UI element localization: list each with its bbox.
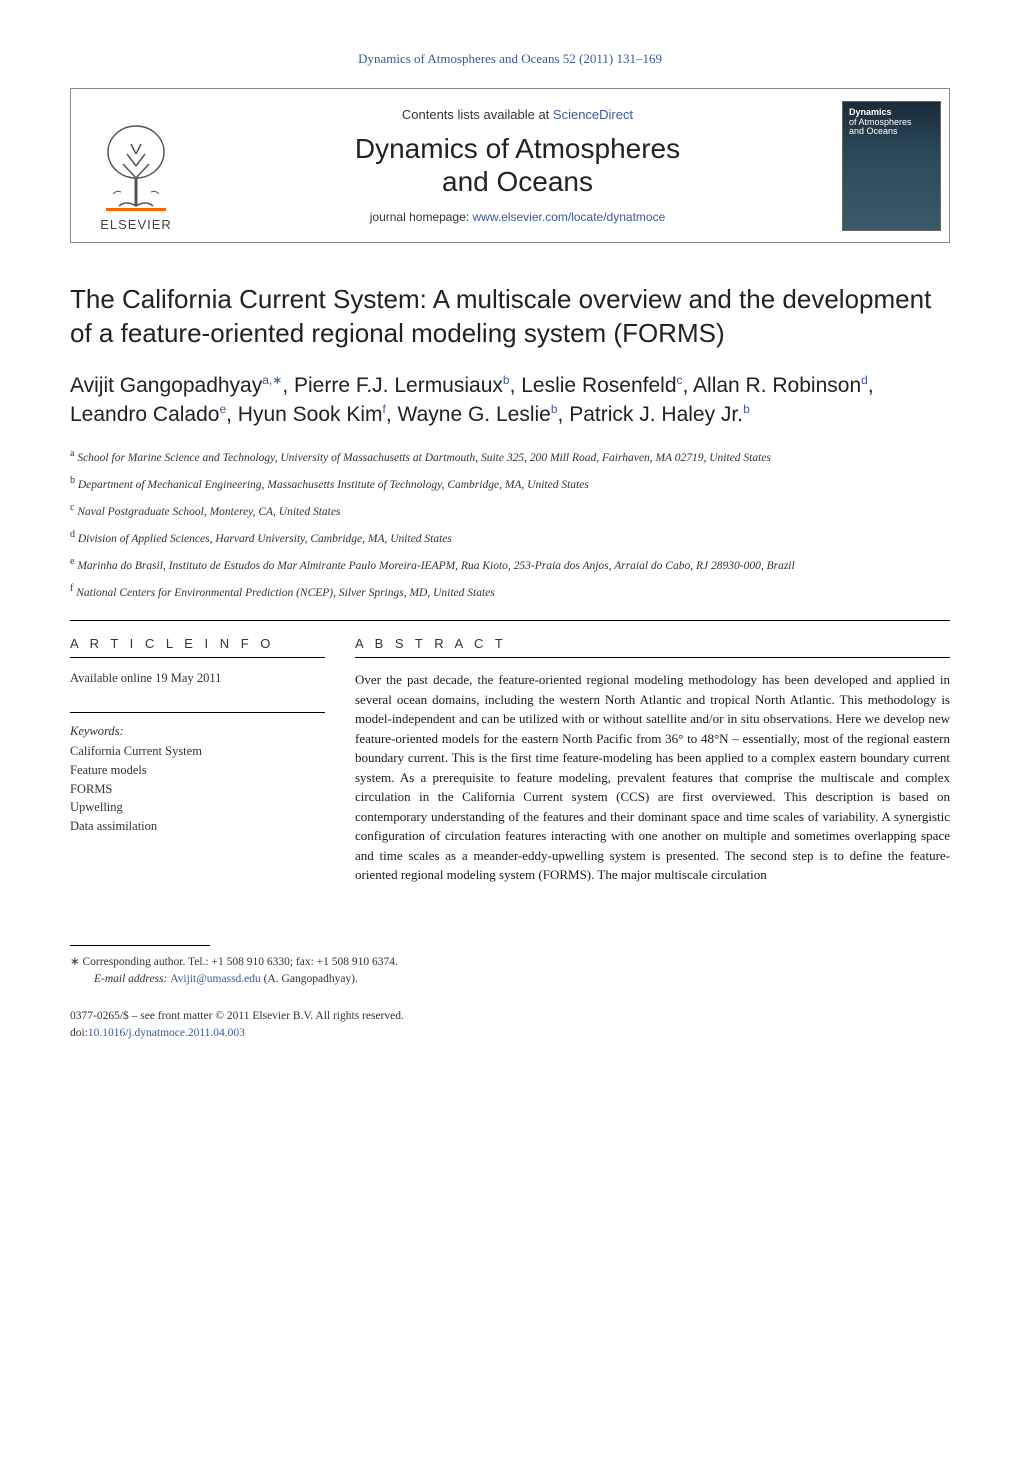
sciencedirect-link[interactable]: ScienceDirect [553, 107, 633, 122]
keywords-list: California Current SystemFeature modelsF… [70, 742, 325, 836]
journal-homepage-line: journal homepage: www.elsevier.com/locat… [370, 209, 666, 226]
homepage-prefix: journal homepage: [370, 210, 473, 224]
doi-link[interactable]: 10.1016/j.dynatmoce.2011.04.003 [88, 1027, 245, 1039]
keywords-label: Keywords: [70, 723, 325, 741]
journal-ref-link[interactable]: Dynamics of Atmospheres and Oceans 52 (2… [358, 51, 662, 66]
elsevier-tree-icon [101, 122, 171, 212]
article-title: The California Current System: A multisc… [70, 283, 950, 351]
header-center: Contents lists available at ScienceDirec… [201, 89, 834, 242]
journal-name-line1: Dynamics of Atmospheres [355, 133, 680, 164]
affiliation-line: f National Centers for Environmental Pre… [70, 581, 950, 602]
abstract-rule [355, 657, 950, 658]
corr-email-link[interactable]: Avijit@umassd.edu [170, 973, 261, 985]
section-divider [70, 620, 950, 621]
affiliation-line: e Marinha do Brasil, Instituto de Estudo… [70, 554, 950, 575]
affiliations-list: a School for Marine Science and Technolo… [70, 446, 950, 602]
keyword-item: Feature models [70, 761, 325, 780]
keywords-rule [70, 712, 325, 713]
journal-name-line2: and Oceans [442, 166, 593, 197]
doi-line: doi:10.1016/j.dynatmoce.2011.04.003 [70, 1025, 950, 1042]
article-info-heading: A R T I C L E I N F O [70, 635, 325, 653]
affiliation-line: c Naval Postgraduate School, Monterey, C… [70, 500, 950, 521]
keyword-item: California Current System [70, 742, 325, 761]
affiliation-line: d Division of Applied Sciences, Harvard … [70, 527, 950, 548]
abstract-column: A B S T R A C T Over the past decade, th… [355, 635, 950, 885]
affiliation-line: b Department of Mechanical Engineering, … [70, 473, 950, 494]
contents-prefix: Contents lists available at [402, 107, 553, 122]
available-online-line: Available online 19 May 2011 [70, 670, 325, 688]
cover-title-text: Dynamics of Atmospheres and Oceans [849, 108, 934, 138]
abstract-text: Over the past decade, the feature-orient… [355, 670, 950, 885]
cover-line2: of Atmospheres [849, 117, 912, 127]
journal-name: Dynamics of Atmospheres and Oceans [355, 132, 680, 199]
email-line: E-mail address: Avijit@umassd.edu (A. Ga… [70, 971, 950, 988]
keyword-item: Upwelling [70, 798, 325, 817]
journal-cover-area: Dynamics of Atmospheres and Oceans [834, 89, 949, 242]
journal-header-box: ELSEVIER Contents lists available at Sci… [70, 88, 950, 243]
doi-prefix: doi: [70, 1027, 88, 1039]
copyright-block: 0377-0265/$ – see front matter © 2011 El… [70, 1008, 950, 1043]
journal-reference: Dynamics of Atmospheres and Oceans 52 (2… [70, 50, 950, 68]
email-label: E-mail address: [94, 973, 170, 985]
article-info-column: A R T I C L E I N F O Available online 1… [70, 635, 325, 885]
publisher-name: ELSEVIER [100, 216, 172, 234]
article-info-rule [70, 657, 325, 658]
publisher-logo-area: ELSEVIER [71, 89, 201, 242]
homepage-link[interactable]: www.elsevier.com/locate/dynatmoce [473, 210, 666, 224]
abstract-heading: A B S T R A C T [355, 635, 950, 653]
corresponding-author-footnote: ∗ Corresponding author. Tel.: +1 508 910… [70, 954, 950, 989]
info-abstract-columns: A R T I C L E I N F O Available online 1… [70, 635, 950, 885]
copyright-line: 0377-0265/$ – see front matter © 2011 El… [70, 1008, 950, 1025]
author-list: Avijit Gangopadhyaya,∗, Pierre F.J. Lerm… [70, 371, 950, 430]
keyword-item: Data assimilation [70, 817, 325, 836]
email-suffix: (A. Gangopadhyay). [261, 973, 358, 985]
cover-line3: and Oceans [849, 126, 898, 136]
affiliation-line: a School for Marine Science and Technolo… [70, 446, 950, 467]
cover-line1: Dynamics [849, 107, 892, 117]
contents-available-line: Contents lists available at ScienceDirec… [402, 106, 633, 124]
journal-cover-thumbnail: Dynamics of Atmospheres and Oceans [842, 101, 941, 231]
footnote-rule [70, 945, 210, 946]
keyword-item: FORMS [70, 780, 325, 799]
corr-author-line: ∗ Corresponding author. Tel.: +1 508 910… [70, 954, 950, 971]
